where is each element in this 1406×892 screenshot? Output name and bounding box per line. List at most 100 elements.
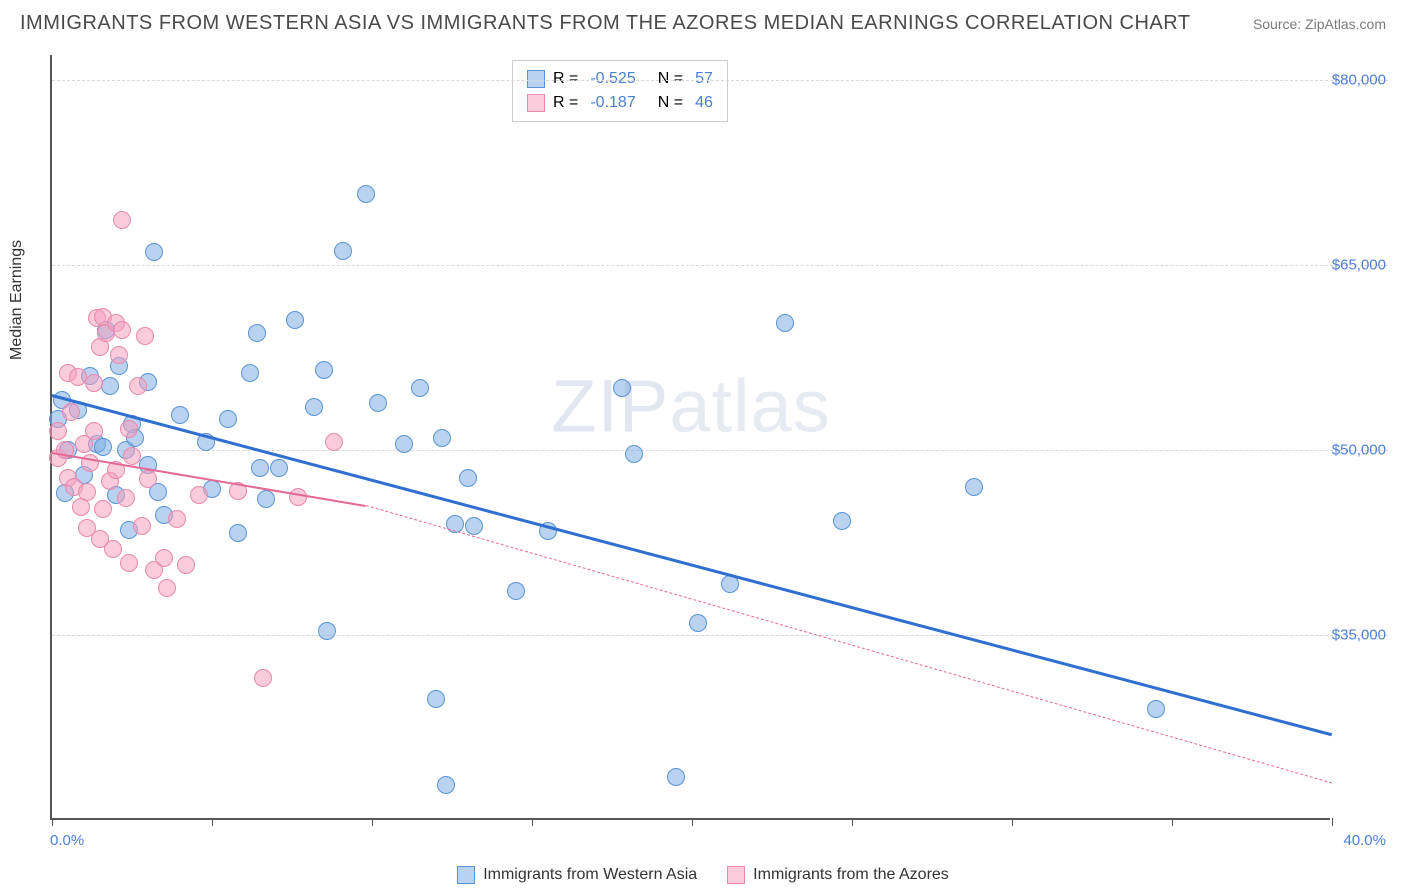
data-point-western_asia — [145, 243, 163, 261]
data-point-western_asia — [241, 364, 259, 382]
data-point-western_asia — [427, 690, 445, 708]
data-point-azores — [62, 403, 80, 421]
data-point-western_asia — [833, 512, 851, 530]
x-axis-min-label: 0.0% — [50, 832, 84, 849]
data-point-azores — [104, 540, 122, 558]
data-point-azores — [139, 470, 157, 488]
data-point-azores — [325, 433, 343, 451]
data-point-western_asia — [507, 582, 525, 600]
plot-container: ZIPatlas R =-0.525N =57R =-0.187N =46 $3… — [50, 55, 1386, 820]
data-point-azores — [168, 510, 186, 528]
data-point-western_asia — [94, 438, 112, 456]
y-tick-label: $80,000 — [1330, 71, 1386, 88]
x-tick — [692, 818, 693, 826]
data-point-western_asia — [625, 445, 643, 463]
data-point-western_asia — [776, 314, 794, 332]
x-axis-max-label: 40.0% — [1343, 832, 1386, 849]
x-tick — [372, 818, 373, 826]
data-point-azores — [85, 374, 103, 392]
data-point-azores — [117, 489, 135, 507]
legend-swatch — [727, 866, 745, 884]
corr-legend-row: R =-0.187N =46 — [527, 91, 713, 115]
data-point-western_asia — [437, 776, 455, 794]
x-tick — [52, 818, 53, 826]
data-point-western_asia — [965, 478, 983, 496]
data-point-western_asia — [219, 410, 237, 428]
gridline — [52, 80, 1388, 81]
data-point-azores — [120, 554, 138, 572]
data-point-western_asia — [315, 361, 333, 379]
legend-r-label: R = — [553, 91, 578, 115]
data-point-azores — [113, 321, 131, 339]
data-point-western_asia — [171, 406, 189, 424]
data-point-azores — [177, 556, 195, 574]
data-point-western_asia — [613, 379, 631, 397]
data-point-azores — [85, 422, 103, 440]
data-point-azores — [129, 377, 147, 395]
data-point-western_asia — [286, 311, 304, 329]
data-point-western_asia — [689, 614, 707, 632]
data-point-western_asia — [257, 490, 275, 508]
data-point-western_asia — [229, 524, 247, 542]
legend-item: Immigrants from the Azores — [727, 866, 949, 884]
header-row: IMMIGRANTS FROM WESTERN ASIA VS IMMIGRAN… — [0, 0, 1406, 43]
data-point-western_asia — [433, 429, 451, 447]
data-point-azores — [110, 346, 128, 364]
data-point-azores — [49, 422, 67, 440]
correlation-legend: R =-0.525N =57R =-0.187N =46 — [512, 60, 728, 122]
data-point-azores — [120, 420, 138, 438]
data-point-western_asia — [334, 242, 352, 260]
data-point-western_asia — [369, 394, 387, 412]
x-tick — [212, 818, 213, 826]
data-point-azores — [155, 549, 173, 567]
gridline — [52, 635, 1388, 636]
x-tick — [1332, 818, 1333, 826]
trendline — [52, 394, 1333, 736]
data-point-western_asia — [305, 398, 323, 416]
data-point-western_asia — [1147, 700, 1165, 718]
data-point-western_asia — [270, 459, 288, 477]
legend-swatch — [457, 866, 475, 884]
trendline — [52, 452, 366, 507]
y-tick-label: $35,000 — [1330, 626, 1386, 643]
chart-title: IMMIGRANTS FROM WESTERN ASIA VS IMMIGRAN… — [20, 12, 1191, 35]
data-point-western_asia — [251, 459, 269, 477]
watermark: ZIPatlas — [551, 363, 830, 448]
legend-swatch — [527, 94, 545, 112]
data-point-azores — [94, 500, 112, 518]
data-point-azores — [190, 486, 208, 504]
data-point-azores — [158, 579, 176, 597]
x-tick — [1012, 818, 1013, 826]
x-tick — [852, 818, 853, 826]
y-tick-label: $65,000 — [1330, 256, 1386, 273]
x-tick — [532, 818, 533, 826]
data-point-azores — [113, 211, 131, 229]
x-tick — [1172, 818, 1173, 826]
legend-n-label: N = — [658, 91, 683, 115]
data-point-western_asia — [395, 435, 413, 453]
trendline-extrapolated — [365, 505, 1332, 784]
data-point-western_asia — [667, 768, 685, 786]
legend-r-value: -0.187 — [590, 91, 635, 115]
gridline — [52, 265, 1388, 266]
data-point-western_asia — [459, 469, 477, 487]
legend-label: Immigrants from Western Asia — [483, 866, 697, 884]
y-tick-label: $50,000 — [1330, 441, 1386, 458]
data-point-western_asia — [357, 185, 375, 203]
data-point-azores — [136, 327, 154, 345]
source-label: Source: ZipAtlas.com — [1253, 16, 1386, 32]
legend-label: Immigrants from the Azores — [753, 866, 949, 884]
y-axis-label: Median Earnings — [8, 240, 26, 360]
data-point-western_asia — [248, 324, 266, 342]
data-point-western_asia — [411, 379, 429, 397]
series-legend: Immigrants from Western Asia Immigrants f… — [0, 866, 1406, 884]
data-point-azores — [133, 517, 151, 535]
data-point-azores — [123, 447, 141, 465]
gridline — [52, 450, 1388, 451]
data-point-azores — [78, 483, 96, 501]
data-point-western_asia — [318, 622, 336, 640]
data-point-western_asia — [101, 377, 119, 395]
plot-area: ZIPatlas R =-0.525N =57R =-0.187N =46 $3… — [50, 55, 1330, 820]
data-point-western_asia — [465, 517, 483, 535]
data-point-azores — [254, 669, 272, 687]
